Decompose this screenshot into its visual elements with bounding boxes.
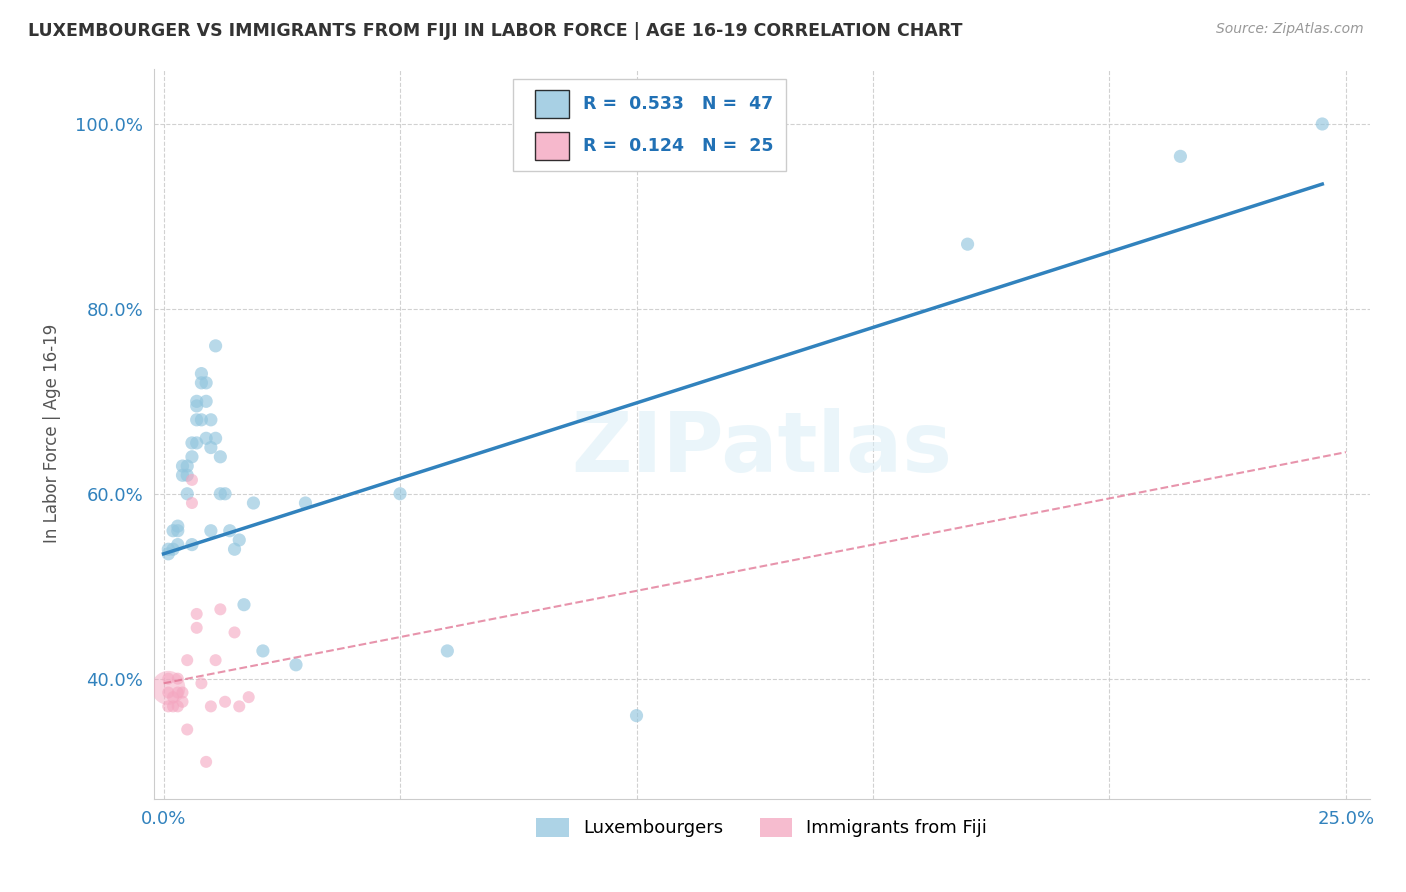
Point <box>195 376 218 390</box>
Point <box>172 695 194 709</box>
Point <box>195 431 218 445</box>
Point <box>1310 117 1333 131</box>
Point <box>176 468 198 483</box>
Point <box>252 644 274 658</box>
Point <box>157 547 180 561</box>
Point <box>166 524 188 538</box>
Point <box>224 625 246 640</box>
Point <box>956 237 979 252</box>
Point <box>224 542 246 557</box>
Point <box>294 496 316 510</box>
Point <box>166 538 188 552</box>
Point <box>186 621 208 635</box>
Point <box>172 458 194 473</box>
Point <box>162 524 184 538</box>
Point <box>195 755 218 769</box>
Point <box>162 699 184 714</box>
Point <box>285 657 308 672</box>
Point <box>389 487 412 501</box>
Point <box>228 699 250 714</box>
Point <box>181 436 204 450</box>
Point <box>204 653 226 667</box>
FancyBboxPatch shape <box>513 79 786 170</box>
Point <box>181 496 204 510</box>
Point <box>157 699 180 714</box>
Point <box>233 598 256 612</box>
Point <box>218 524 240 538</box>
Point <box>228 533 250 547</box>
Point <box>242 496 264 510</box>
Point <box>200 524 222 538</box>
Text: Source: ZipAtlas.com: Source: ZipAtlas.com <box>1216 22 1364 37</box>
Text: LUXEMBOURGER VS IMMIGRANTS FROM FIJI IN LABOR FORCE | AGE 16-19 CORRELATION CHAR: LUXEMBOURGER VS IMMIGRANTS FROM FIJI IN … <box>28 22 963 40</box>
Point <box>186 394 208 409</box>
Point <box>166 685 188 699</box>
Point <box>181 450 204 464</box>
Y-axis label: In Labor Force | Age 16-19: In Labor Force | Age 16-19 <box>44 324 60 543</box>
Point <box>181 473 204 487</box>
Point <box>157 672 180 686</box>
Point <box>195 394 218 409</box>
Point <box>176 723 198 737</box>
Point <box>176 458 198 473</box>
Point <box>162 690 184 705</box>
Text: R =  0.124   N =  25: R = 0.124 N = 25 <box>583 137 773 155</box>
Point <box>209 487 232 501</box>
FancyBboxPatch shape <box>534 132 568 160</box>
Point <box>176 487 198 501</box>
Point <box>166 519 188 533</box>
Point <box>204 431 226 445</box>
Legend: Luxembourgers, Immigrants from Fiji: Luxembourgers, Immigrants from Fiji <box>529 811 994 845</box>
Point <box>200 699 222 714</box>
Point <box>626 708 648 723</box>
Point <box>436 644 458 658</box>
Point <box>186 436 208 450</box>
Text: ZIPatlas: ZIPatlas <box>571 408 952 489</box>
Point <box>190 676 212 690</box>
Point <box>238 690 260 705</box>
Point <box>166 699 188 714</box>
Point <box>1170 149 1192 163</box>
Point <box>200 413 222 427</box>
Point <box>209 602 232 616</box>
Point <box>162 542 184 557</box>
Point <box>190 413 212 427</box>
Point <box>157 542 180 557</box>
Point <box>190 367 212 381</box>
Point <box>190 376 212 390</box>
Point <box>200 441 222 455</box>
Point <box>204 339 226 353</box>
Point <box>186 399 208 413</box>
FancyBboxPatch shape <box>534 90 568 118</box>
Point <box>181 538 204 552</box>
Point <box>172 685 194 699</box>
Point <box>172 468 194 483</box>
Point <box>186 413 208 427</box>
Point <box>209 450 232 464</box>
Point <box>166 672 188 686</box>
Point <box>157 685 180 699</box>
Point <box>214 487 236 501</box>
Point <box>176 653 198 667</box>
Point <box>157 681 180 695</box>
Point <box>186 607 208 621</box>
Text: R =  0.533   N =  47: R = 0.533 N = 47 <box>583 95 773 113</box>
Point <box>214 695 236 709</box>
